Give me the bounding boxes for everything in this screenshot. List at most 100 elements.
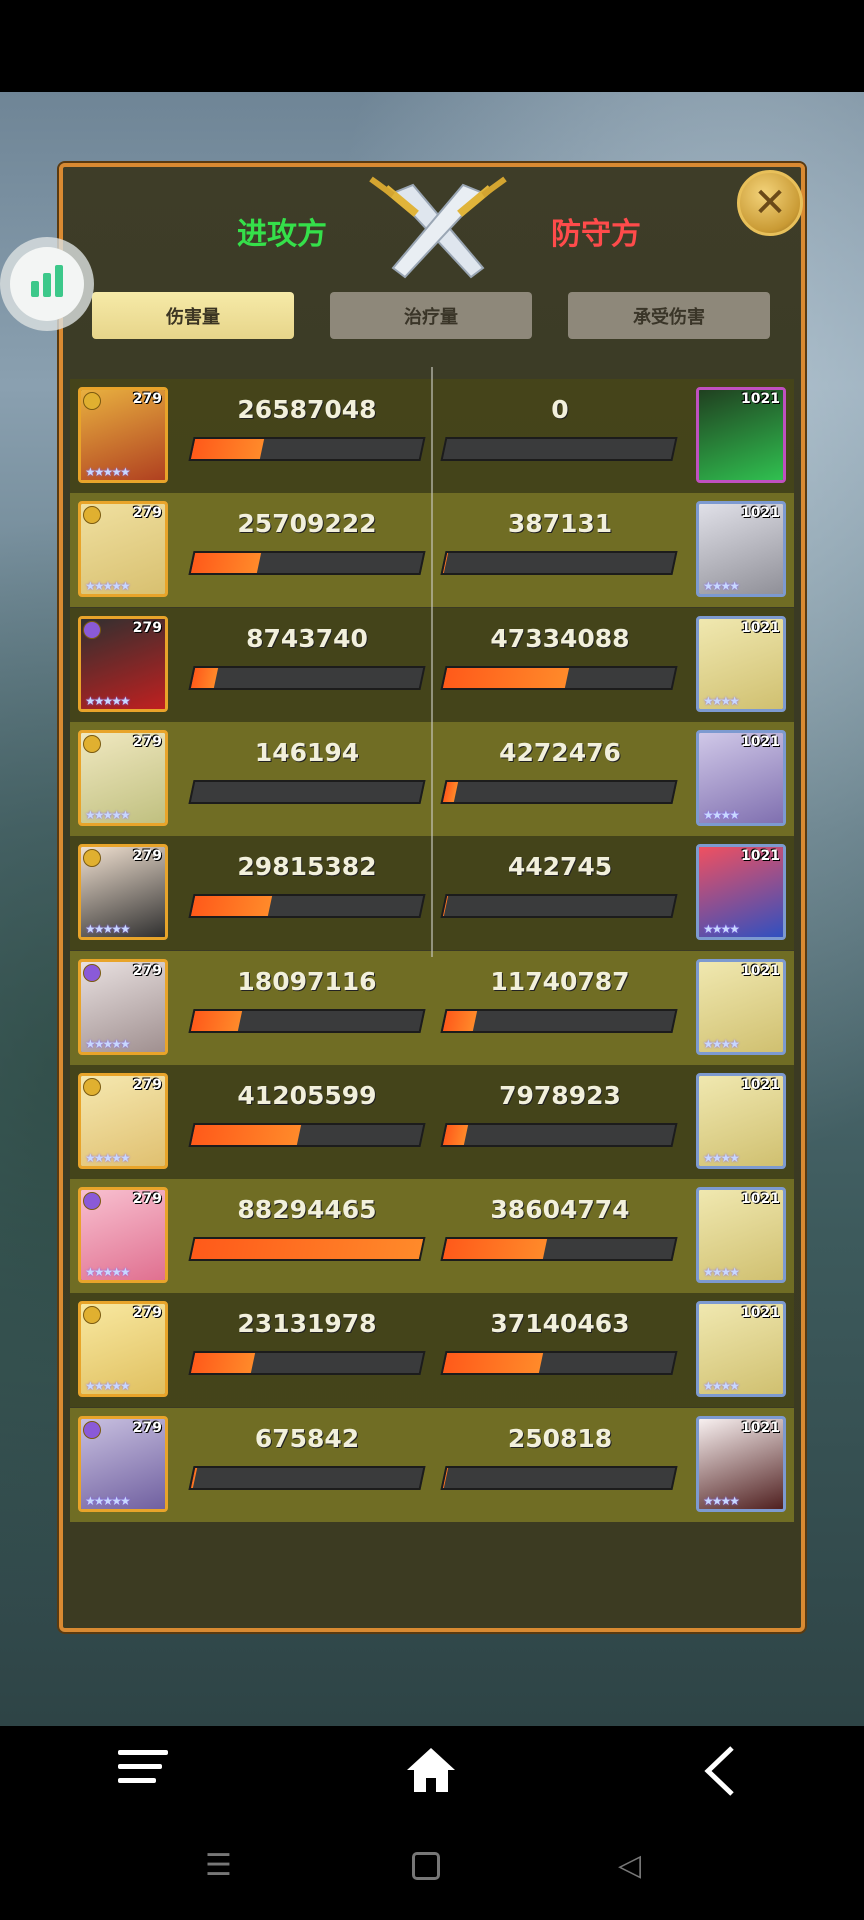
defender-value: 38604774 — [490, 1195, 630, 1225]
faction-icon — [83, 963, 101, 982]
stats-row: 279 ★★★★★ 18097116 11740787 1021 ★★★★ — [70, 950, 794, 1065]
defender-value: 47334088 — [490, 623, 630, 653]
defender-bar — [440, 437, 678, 461]
star-rating-icon: ★★★★★ — [85, 1265, 131, 1280]
attacker-hero-avatar[interactable]: 279 ★★★★★ — [78, 1415, 168, 1512]
recent-apps-icon[interactable]: ☰ — [205, 1848, 232, 1883]
close-button[interactable]: ✕ — [737, 170, 803, 236]
attacker-value: 23131978 — [237, 1309, 377, 1339]
star-rating-icon: ★★★★★ — [85, 693, 131, 708]
defender-bar-fill — [442, 1239, 547, 1260]
attacker-hero-avatar[interactable]: 279 ★★★★★ — [78, 729, 168, 826]
back-icon[interactable] — [700, 1744, 740, 1798]
tab-healing[interactable]: 治疗量 — [330, 292, 532, 339]
attacker-hero-avatar[interactable]: 279 ★★★★★ — [78, 501, 168, 598]
defender-bar-fill — [442, 781, 459, 802]
hero-level: 1021 — [741, 1191, 780, 1208]
star-rating-icon: ★★★★ — [703, 1036, 740, 1051]
attacker-hero-avatar[interactable]: 279 ★★★★★ — [78, 958, 168, 1055]
star-rating-icon: ★★★★ — [703, 1265, 740, 1280]
hero-level: 279 — [132, 505, 162, 522]
attacker-value: 26587048 — [237, 395, 377, 424]
star-rating-icon: ★★★★★ — [85, 1150, 131, 1165]
attacker-bar — [188, 551, 426, 576]
hero-level: 1021 — [741, 962, 780, 979]
attacker-bar-fill — [190, 896, 273, 917]
attacker-hero-avatar[interactable]: 279 ★★★★★ — [78, 615, 168, 712]
tab-damage[interactable]: 伤害量 — [92, 292, 294, 339]
defender-hero-avatar[interactable]: 1021 ★★★★ — [696, 615, 786, 712]
defender-bar — [440, 894, 678, 919]
battle-stats-panel: 进攻方 防守方 ✕ 伤害量 治疗量 承受伤害 279 ★★★★★ 2658704… — [59, 163, 805, 1632]
attacker-hero-avatar[interactable]: 279 ★★★★★ — [78, 1072, 168, 1169]
defender-hero-avatar[interactable]: 1021 ★★★★ — [696, 958, 786, 1055]
attacker-value: 25709222 — [237, 509, 377, 539]
attacker-value: 18097116 — [237, 966, 377, 996]
defender-bar — [440, 1122, 678, 1147]
attacker-bar-fill — [190, 1124, 302, 1145]
hero-level: 1021 — [741, 733, 780, 750]
defender-title: 防守方 — [551, 217, 641, 252]
attacker-bar — [188, 437, 426, 461]
hero-level: 1021 — [741, 505, 780, 522]
defender-value: 37140463 — [490, 1309, 630, 1339]
status-bar — [0, 0, 864, 92]
defender-value: 250818 — [507, 1423, 613, 1453]
faction-icon — [83, 392, 101, 410]
floating-stats-button[interactable] — [0, 237, 94, 331]
star-rating-icon: ★★★★★ — [85, 1036, 131, 1051]
hero-level: 279 — [132, 619, 162, 636]
attacker-bar-fill — [190, 781, 196, 802]
attacker-hero-avatar[interactable]: 279 ★★★★★ — [78, 387, 168, 483]
attacker-hero-avatar[interactable]: 279 ★★★★★ — [78, 844, 168, 941]
star-rating-icon: ★★★★★ — [85, 579, 131, 594]
home-icon[interactable] — [405, 1744, 457, 1796]
faction-icon — [83, 734, 101, 753]
attacker-bar-fill — [190, 553, 262, 574]
attacker-bar — [188, 1237, 426, 1262]
menu-icon[interactable] — [118, 1750, 168, 1783]
defender-value: 387131 — [507, 509, 613, 539]
defender-value: 7978923 — [499, 1080, 621, 1110]
hero-level: 279 — [132, 848, 162, 865]
attacker-bar-fill — [190, 1239, 424, 1260]
attacker-bar — [188, 1351, 426, 1376]
attacker-bar-fill — [190, 1353, 255, 1374]
hero-level: 279 — [132, 1076, 162, 1093]
home-gesture-icon[interactable] — [412, 1852, 440, 1880]
defender-bar — [440, 779, 678, 804]
defender-hero-avatar[interactable]: 1021 ★★★★ — [696, 1301, 786, 1398]
star-rating-icon: ★★★★★ — [85, 1379, 131, 1394]
attacker-hero-avatar[interactable]: 279 ★★★★★ — [78, 1301, 168, 1398]
defender-hero-avatar[interactable]: 1021 ★★★★ — [696, 1187, 786, 1284]
attacker-bar — [188, 1465, 426, 1490]
hero-level: 1021 — [741, 1076, 780, 1093]
defender-hero-avatar[interactable]: 1021 ★★★★ — [696, 844, 786, 941]
attacker-bar-fill — [190, 1467, 197, 1488]
defender-bar-fill — [442, 1353, 544, 1374]
hero-level: 1021 — [741, 1419, 780, 1436]
navigation-bar: ☰ ◁ — [0, 1726, 864, 1920]
defender-hero-avatar[interactable]: 1021 ★★★★ — [696, 729, 786, 826]
faction-icon — [83, 1192, 101, 1211]
star-rating-icon: ★★★★ — [703, 807, 740, 822]
defender-bar-fill — [442, 1124, 468, 1145]
defender-bar-fill — [442, 439, 448, 459]
back-gesture-icon[interactable]: ◁ — [618, 1848, 642, 1883]
tab-damage-taken[interactable]: 承受伤害 — [568, 292, 770, 339]
attacker-hero-avatar[interactable]: 279 ★★★★★ — [78, 1187, 168, 1284]
hero-level: 279 — [132, 1419, 162, 1436]
defender-bar-fill — [442, 667, 570, 688]
defender-hero-avatar[interactable]: 1021 ★★★★ — [696, 1072, 786, 1169]
star-rating-icon: ★★★★ — [703, 922, 740, 937]
defender-bar — [440, 665, 678, 690]
defender-value: 4272476 — [499, 737, 621, 767]
defender-hero-avatar[interactable]: 1021 ★★★★ — [696, 1415, 786, 1512]
attacker-value: 88294465 — [237, 1195, 377, 1225]
star-rating-icon: ★★★★★ — [85, 1493, 131, 1508]
star-rating-icon: ★★★★★ — [85, 807, 131, 822]
defender-hero-avatar[interactable]: 1021 ★★★★ — [696, 501, 786, 598]
stats-row: 279 ★★★★★ 88294465 38604774 1021 ★★★★ — [70, 1179, 794, 1294]
defender-hero-avatar[interactable]: 1021 — [696, 387, 786, 483]
defender-bar — [440, 1465, 678, 1490]
